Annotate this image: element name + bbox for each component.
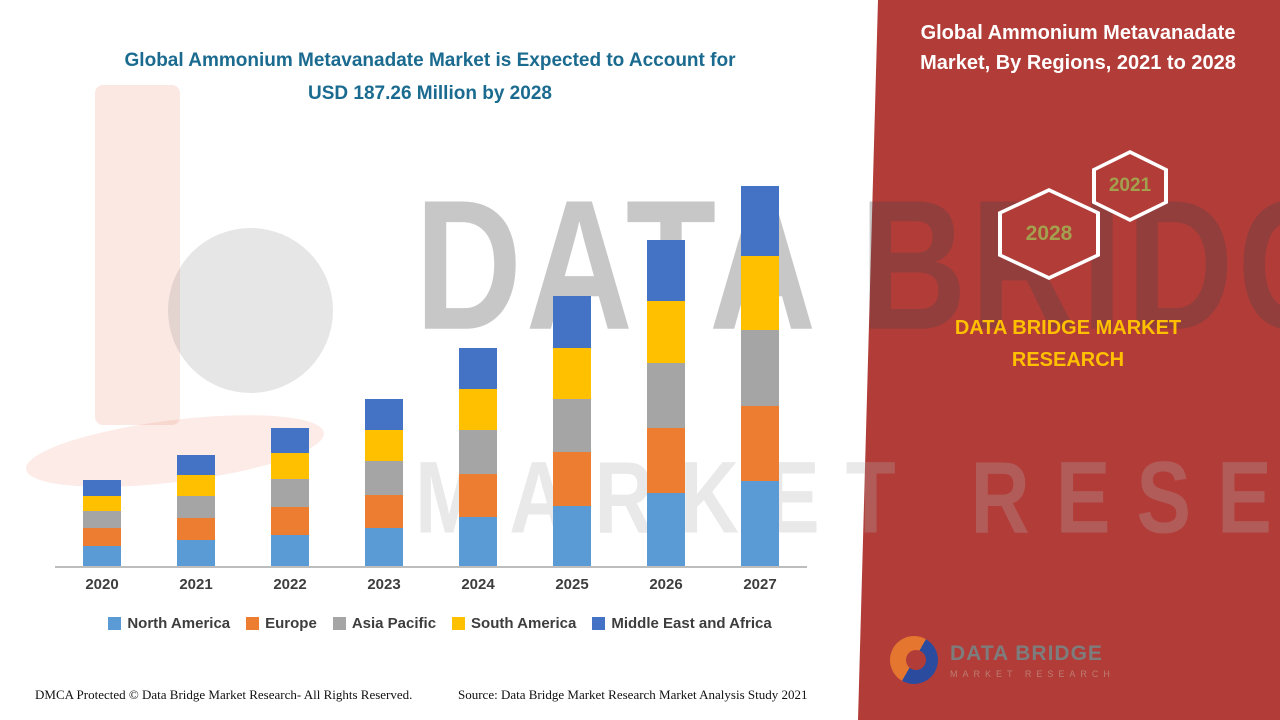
bar-segment: [83, 545, 121, 566]
axis-tick-cell: 2023: [337, 576, 431, 593]
x-axis-tick: 2024: [461, 576, 495, 593]
bar-segment: [647, 239, 685, 301]
legend-label: Asia Pacific: [351, 615, 437, 632]
bar-stack: [741, 186, 779, 566]
legend-item: Asia Pacific: [332, 615, 437, 632]
legend-item: Europe: [246, 615, 317, 632]
legend-swatch: [246, 617, 260, 630]
bar-column-2027: [713, 178, 807, 566]
legend-swatch: [108, 617, 122, 630]
x-axis-tick: 2026: [649, 576, 683, 593]
bar-column-2026: [619, 178, 713, 566]
bar-segment: [459, 347, 497, 389]
bar-segment: [741, 329, 779, 406]
bar-stack: [271, 427, 309, 566]
bar-stack: [177, 454, 215, 566]
bar-segment: [459, 517, 497, 566]
legend-swatch: [452, 617, 466, 630]
bar-stack: [647, 239, 685, 566]
legend-item: Middle East and Africa: [592, 615, 772, 632]
bar-segment: [647, 492, 685, 566]
bar-segment: [553, 452, 591, 506]
bars: [55, 178, 807, 568]
bar-column-2020: [55, 178, 149, 566]
x-axis-tick: 2022: [273, 576, 307, 593]
logo-watermark-circle: [168, 228, 333, 393]
bar-segment: [83, 495, 121, 512]
bar-column-2023: [337, 178, 431, 566]
x-axis-labels: 2020 2021 2022 2023 2024 2025 2026 2027: [55, 576, 807, 593]
legend-item: North America: [108, 615, 230, 632]
logo-watermark-bar: [95, 85, 180, 425]
bar-segment: [271, 479, 309, 507]
bar-segment: [741, 186, 779, 257]
dmca-notice: DMCA Protected © Data Bridge Market Rese…: [35, 687, 413, 702]
bar-segment: [741, 405, 779, 482]
axis-tick-cell: 2021: [149, 576, 243, 593]
bar-segment: [459, 430, 497, 474]
bar-segment: [177, 495, 215, 519]
bar-segment: [365, 494, 403, 529]
bar-segment: [459, 473, 497, 517]
bar-segment: [459, 388, 497, 430]
bar-segment: [553, 505, 591, 566]
bar-segment: [365, 430, 403, 462]
x-axis-tick: 2021: [179, 576, 213, 593]
legend-label: Europe: [265, 615, 317, 632]
bar-column-2021: [149, 178, 243, 566]
legend-label: South America: [471, 615, 577, 632]
bar-segment: [177, 454, 215, 475]
bar-segment: [553, 296, 591, 348]
bar-segment: [741, 256, 779, 330]
bar-segment: [83, 528, 121, 546]
bar-segment: [177, 518, 215, 541]
bar-stack: [365, 398, 403, 566]
bar-segment: [177, 540, 215, 566]
bar-segment: [271, 427, 309, 454]
page-title: Global Ammonium Metavanadate Market is E…: [124, 50, 736, 105]
bar-column-2022: [243, 178, 337, 566]
bar-segment: [271, 534, 309, 566]
bar-segment: [553, 347, 591, 399]
x-axis-tick: 2025: [555, 576, 589, 593]
bar-stack: [83, 480, 121, 566]
bar-segment: [365, 461, 403, 495]
bar-stack: [459, 347, 497, 566]
legend-item: South America: [452, 615, 576, 632]
bar-segment: [553, 398, 591, 453]
axis-tick-cell: 2025: [525, 576, 619, 593]
bar-segment: [365, 528, 403, 566]
bar-segment: [271, 453, 309, 480]
bar-segment: [647, 300, 685, 364]
legend-swatch: [332, 617, 346, 630]
legend-label: North America: [127, 615, 231, 632]
bar-segment: [83, 480, 121, 496]
bar-stack: [553, 296, 591, 566]
stacked-bar-chart: 2020 2021 2022 2023 2024 2025 2026 2027: [55, 178, 807, 593]
axis-tick-cell: 2022: [243, 576, 337, 593]
bar-column-2025: [525, 178, 619, 566]
bar-segment: [83, 511, 121, 529]
bar-segment: [271, 506, 309, 535]
source-notice: Source: Data Bridge Market Research Mark…: [458, 687, 808, 702]
red-panel-background: [858, 0, 1280, 720]
x-axis-tick: 2027: [743, 576, 777, 593]
bar-segment: [647, 427, 685, 493]
legend-swatch: [592, 617, 606, 630]
x-axis-tick: 2020: [85, 576, 119, 593]
axis-tick-cell: 2024: [431, 576, 525, 593]
x-axis-tick: 2023: [367, 576, 401, 593]
axis-tick-cell: 2020: [55, 576, 149, 593]
bar-segment: [741, 481, 779, 566]
legend: North America Europe Asia Pacific South Ame…: [55, 615, 825, 632]
axis-tick-cell: 2027: [713, 576, 807, 593]
bar-segment: [177, 474, 215, 496]
bar-segment: [647, 363, 685, 428]
bar-column-2024: [431, 178, 525, 566]
axis-tick-cell: 2026: [619, 576, 713, 593]
legend-label: Middle East and Africa: [611, 615, 772, 632]
bar-segment: [365, 398, 403, 431]
